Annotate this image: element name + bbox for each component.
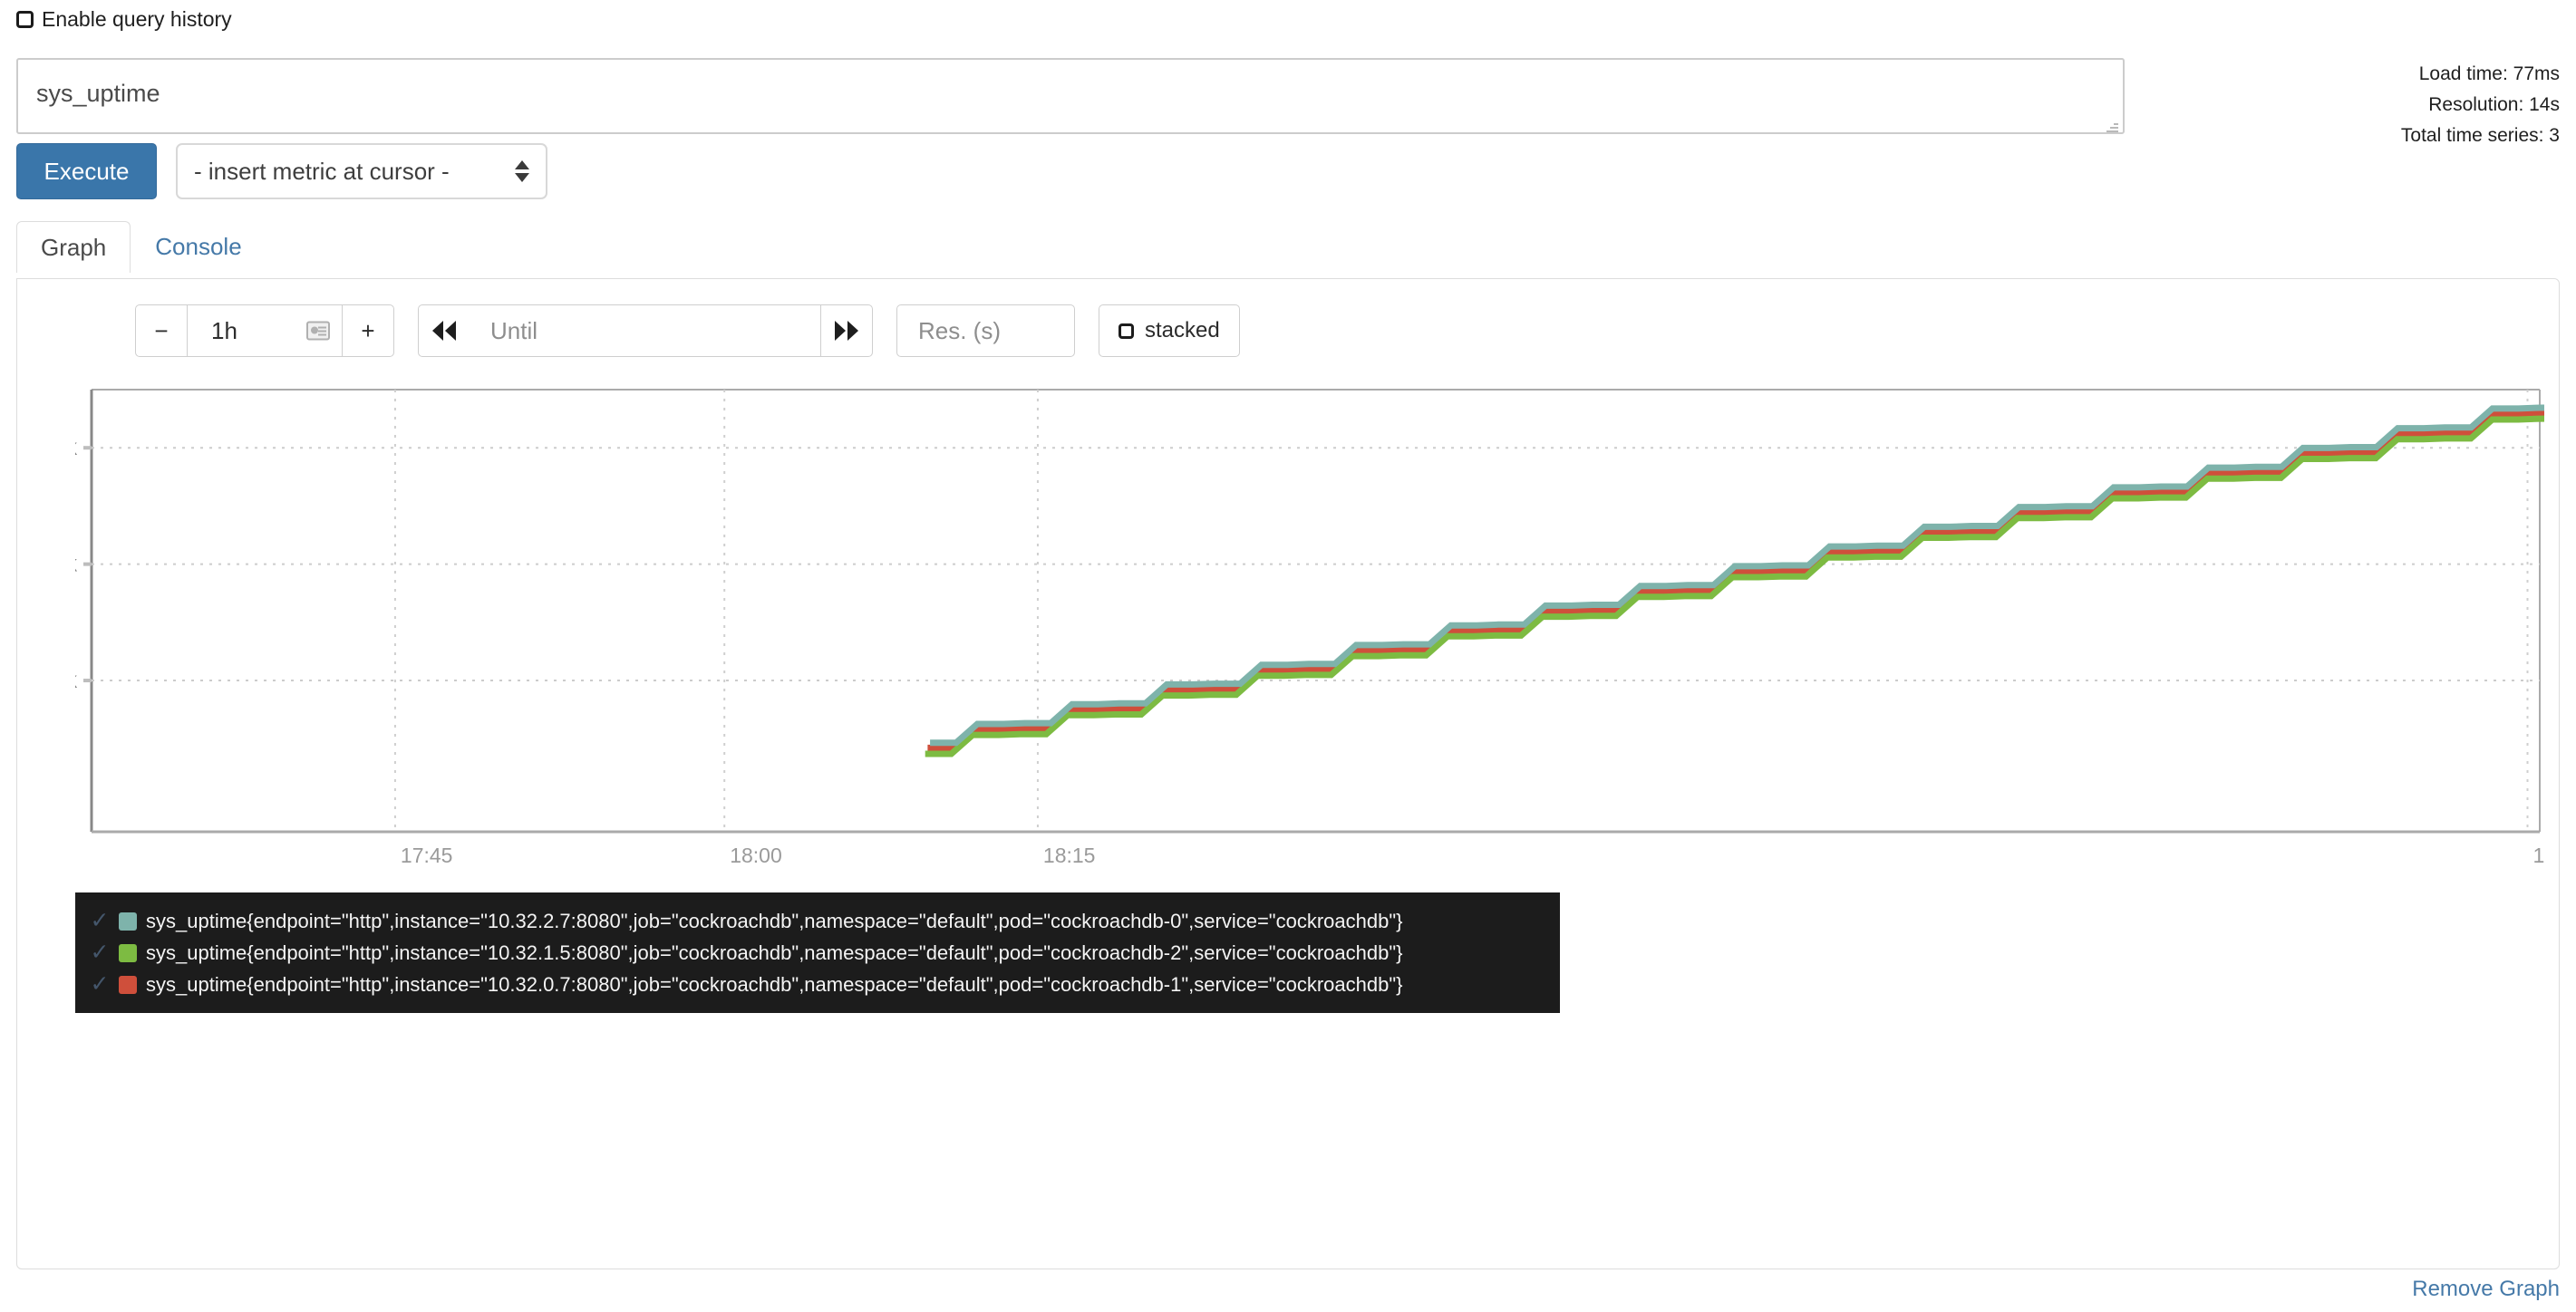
insert-metric-select-value: - insert metric at cursor -	[194, 157, 450, 185]
stacked-toggle-label: stacked	[1145, 318, 1220, 342]
enable-query-history-label: Enable query history	[42, 7, 232, 31]
svg-text:17:45: 17:45	[401, 844, 453, 867]
legend-item-label: sys_uptime{endpoint="http",instance="10.…	[146, 941, 1403, 964]
svg-text:5k: 5k	[75, 668, 77, 693]
legend-item-label: sys_uptime{endpoint="http",instance="10.…	[146, 972, 1403, 996]
step-backward-icon[interactable]	[418, 304, 470, 357]
until-control-group: Until	[418, 304, 873, 357]
range-picker-icon[interactable]	[306, 321, 330, 341]
legend-item[interactable]: ✓ sys_uptime{endpoint="http",instance="1…	[90, 969, 1540, 1000]
resolution-input-placeholder: Res. (s)	[918, 317, 1001, 344]
legend-item[interactable]: ✓ sys_uptime{endpoint="http",instance="1…	[90, 937, 1540, 969]
resolution-input[interactable]: Res. (s)	[896, 304, 1075, 357]
insert-metric-select[interactable]: - insert metric at cursor -	[176, 143, 547, 199]
graph-controls: − 1h + Until	[135, 304, 1240, 357]
check-icon[interactable]: ✓	[90, 908, 110, 933]
legend-item[interactable]: ✓ sys_uptime{endpoint="http",instance="1…	[90, 905, 1540, 937]
svg-text:18:30: 18:30	[2532, 844, 2544, 867]
resolution-text: Resolution: 14s	[2428, 94, 2560, 116]
remove-graph-link[interactable]: Remove Graph	[2412, 1277, 2560, 1301]
graph-legend: ✓ sys_uptime{endpoint="http",instance="1…	[75, 892, 1560, 1013]
tab-graph[interactable]: Graph	[16, 221, 131, 273]
graph-svg: 5k 5.5k 6k 17:45 18:00 18:15 18:30	[75, 389, 2544, 867]
until-input[interactable]: Until	[470, 304, 821, 357]
expression-input-wrapper	[16, 58, 2125, 139]
load-time-text: Load time: 77ms	[2418, 63, 2560, 84]
checkbox-icon[interactable]	[1119, 323, 1134, 339]
check-icon[interactable]: ✓	[90, 971, 110, 997]
total-time-series-text: Total time series: 3	[2400, 125, 2560, 147]
execute-button[interactable]: Execute	[16, 143, 157, 199]
tab-console[interactable]: Console	[155, 233, 242, 260]
graph-plot[interactable]: 5k 5.5k 6k 17:45 18:00 18:15 18:30	[75, 388, 2544, 882]
svg-text:5.5k: 5.5k	[75, 552, 77, 577]
graph-plot-inner: 5k 5.5k 6k 17:45 18:00 18:15 18:30	[75, 388, 2544, 882]
stacked-toggle[interactable]: stacked	[1099, 304, 1240, 357]
legend-color-swatch	[119, 943, 137, 962]
step-backward-glyph	[432, 321, 456, 341]
svg-text:6k: 6k	[75, 435, 77, 460]
expression-input[interactable]	[16, 58, 2125, 134]
execute-row: Execute - insert metric at cursor -	[16, 143, 547, 199]
step-forward-glyph	[835, 321, 858, 341]
svg-text:18:15: 18:15	[1043, 844, 1096, 867]
enable-query-history-row[interactable]: Enable query history	[16, 9, 232, 30]
panel-tabs: Graph Console	[16, 220, 266, 273]
range-input[interactable]: 1h	[187, 304, 343, 357]
until-input-placeholder: Until	[490, 317, 538, 344]
legend-color-swatch	[119, 975, 137, 994]
range-input-value: 1h	[211, 317, 237, 344]
svg-text:18:00: 18:00	[730, 844, 782, 867]
checkbox-icon[interactable]	[16, 11, 34, 28]
legend-color-swatch	[119, 912, 137, 931]
graph-panel: − 1h + Until	[16, 278, 2560, 1269]
increase-range-button[interactable]: +	[342, 304, 394, 357]
legend-item-label: sys_uptime{endpoint="http",instance="10.…	[146, 909, 1403, 932]
range-control-group: − 1h +	[135, 304, 394, 357]
check-icon[interactable]: ✓	[90, 940, 110, 965]
query-stats: Load time: 77ms Resolution: 14s Total ti…	[2401, 59, 2560, 151]
decrease-range-button[interactable]: −	[135, 304, 188, 357]
updown-spinner-icon[interactable]	[515, 160, 529, 182]
step-forward-icon[interactable]	[820, 304, 873, 357]
